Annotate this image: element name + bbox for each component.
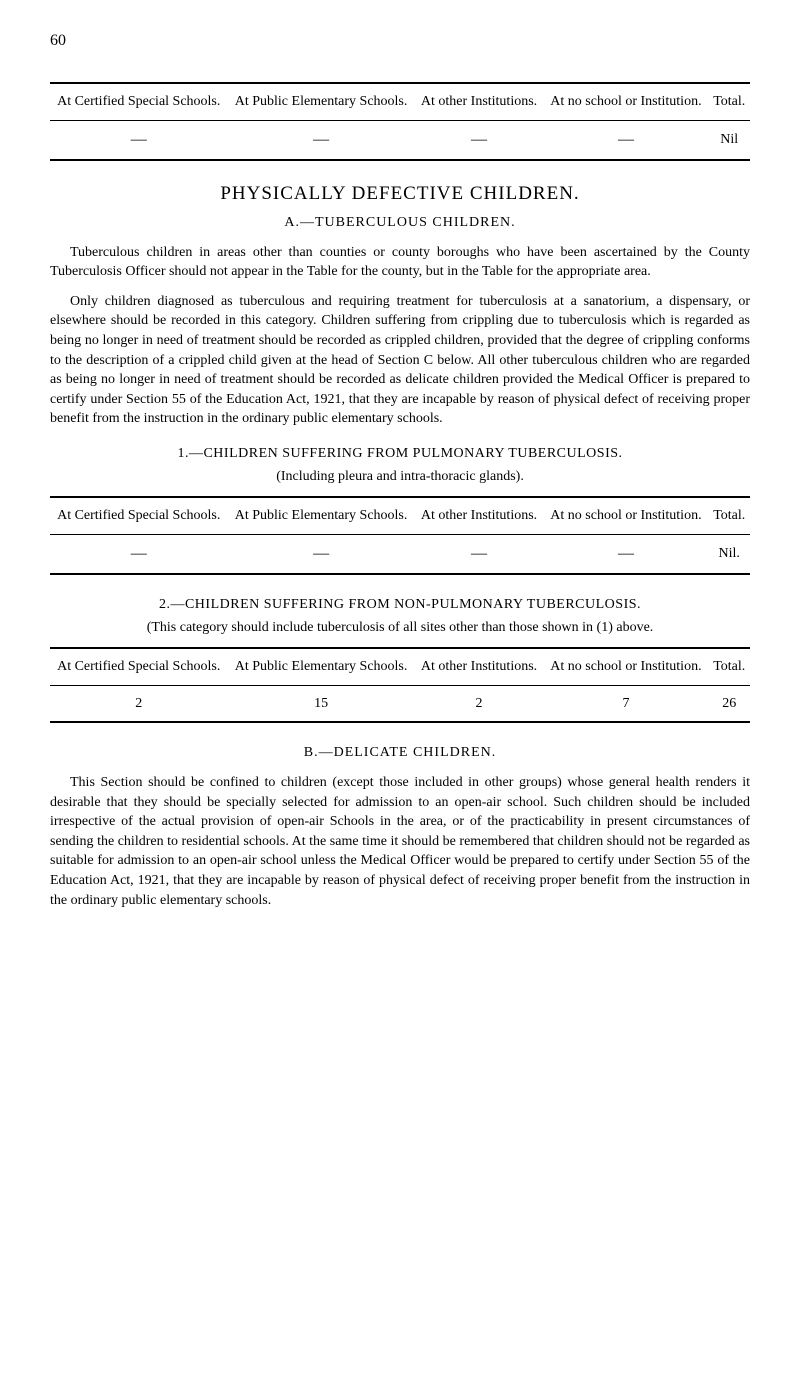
item-2-subtitle: (This category should include tuberculos… bbox=[50, 618, 750, 638]
table-nonpulmonary: At Certified Special Schools. At Public … bbox=[50, 647, 750, 723]
table-cell: — bbox=[415, 534, 544, 574]
table-header: At Public Elementary Schools. bbox=[227, 497, 414, 534]
table-cell: — bbox=[543, 120, 708, 160]
table-header: At no school or Institution. bbox=[543, 83, 708, 120]
table-header: At Certified Special Schools. bbox=[50, 83, 227, 120]
table-cell: 2 bbox=[415, 685, 544, 722]
table-cell: 7 bbox=[543, 685, 708, 722]
table-cell: — bbox=[227, 120, 414, 160]
table-header: Total. bbox=[708, 83, 750, 120]
table-header: At other Institutions. bbox=[415, 83, 544, 120]
table-row: 2 15 2 7 26 bbox=[50, 685, 750, 722]
table-cell: 26 bbox=[708, 685, 750, 722]
subsection-b-title: B.—DELICATE CHILDREN. bbox=[50, 743, 750, 763]
paragraph: Only children diagnosed as tuberculous a… bbox=[50, 292, 750, 429]
item-2-title: 2.—CHILDREN SUFFERING FROM NON-PULMONARY… bbox=[50, 595, 750, 615]
table-header: Total. bbox=[708, 648, 750, 685]
item-1-subtitle: (Including pleura and intra-thoracic gla… bbox=[50, 467, 750, 487]
table-header: At no school or Institution. bbox=[543, 497, 708, 534]
table-row: — — — — Nil bbox=[50, 120, 750, 160]
table-cell: — bbox=[50, 120, 227, 160]
table-cell: Nil. bbox=[708, 534, 750, 574]
table-first: At Certified Special Schools. At Public … bbox=[50, 82, 750, 161]
paragraph: Tuberculous children in areas other than… bbox=[50, 243, 750, 282]
table-row: — — — — Nil. bbox=[50, 534, 750, 574]
table-header: At other Institutions. bbox=[415, 648, 544, 685]
table-header: At Public Elementary Schools. bbox=[227, 83, 414, 120]
table-header: At Certified Special Schools. bbox=[50, 497, 227, 534]
table-header: At Certified Special Schools. bbox=[50, 648, 227, 685]
table-pulmonary: At Certified Special Schools. At Public … bbox=[50, 496, 750, 575]
table-header: At Public Elementary Schools. bbox=[227, 648, 414, 685]
table-cell: — bbox=[50, 534, 227, 574]
table-cell: 15 bbox=[227, 685, 414, 722]
table-cell: — bbox=[415, 120, 544, 160]
table-header: At other Institutions. bbox=[415, 497, 544, 534]
table-cell: 2 bbox=[50, 685, 227, 722]
subsection-a-title: A.—TUBERCULOUS CHILDREN. bbox=[50, 213, 750, 233]
item-1-title: 1.—CHILDREN SUFFERING FROM PULMONARY TUB… bbox=[50, 444, 750, 464]
table-header: Total. bbox=[708, 497, 750, 534]
table-cell: Nil bbox=[708, 120, 750, 160]
paragraph: This Section should be confined to child… bbox=[50, 773, 750, 910]
section-title: PHYSICALLY DEFECTIVE CHILDREN. bbox=[50, 181, 750, 208]
table-header: At no school or Institution. bbox=[543, 648, 708, 685]
table-cell: — bbox=[227, 534, 414, 574]
page-number: 60 bbox=[50, 30, 750, 52]
table-cell: — bbox=[543, 534, 708, 574]
